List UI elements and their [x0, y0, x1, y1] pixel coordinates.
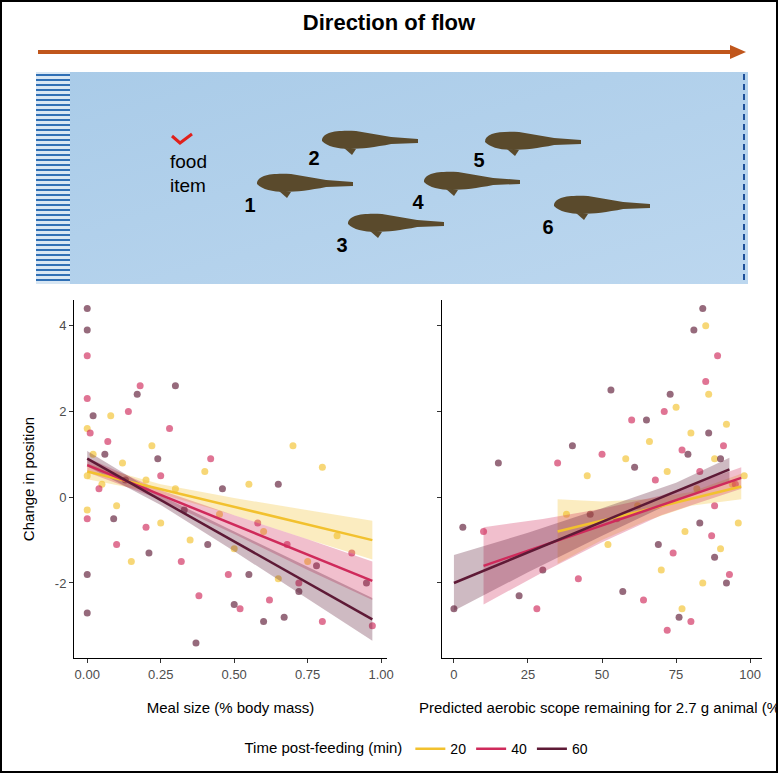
svg-text:6: 6	[542, 216, 553, 238]
svg-text:20: 20	[450, 741, 466, 757]
svg-text:Time post-feeding (min): Time post-feeding (min)	[245, 739, 403, 756]
svg-text:5: 5	[473, 149, 484, 171]
svg-text:food: food	[170, 151, 207, 172]
svg-text:75: 75	[669, 667, 683, 682]
svg-text:1: 1	[244, 194, 255, 216]
svg-text:1.00: 1.00	[369, 667, 394, 682]
svg-text:Meal size (% body mass): Meal size (% body mass)	[147, 699, 315, 716]
svg-text:4: 4	[412, 191, 424, 213]
svg-text:item: item	[170, 175, 206, 196]
svg-text:0.75: 0.75	[295, 667, 320, 682]
svg-text:Direction of flow: Direction of flow	[303, 10, 476, 35]
svg-text:0: 0	[59, 490, 66, 505]
svg-text:40: 40	[511, 741, 527, 757]
svg-text:Change in position: Change in position	[20, 417, 37, 541]
svg-text:50: 50	[595, 667, 609, 682]
svg-text:0.50: 0.50	[222, 667, 247, 682]
svg-text:2: 2	[308, 147, 319, 169]
svg-text:2: 2	[59, 404, 66, 419]
svg-text:0.00: 0.00	[75, 667, 100, 682]
svg-text:-2: -2	[55, 576, 67, 591]
svg-text:Predicted aerobic scope remain: Predicted aerobic scope remaining for 2.…	[419, 699, 776, 716]
svg-text:60: 60	[572, 741, 588, 757]
svg-text:0.25: 0.25	[148, 667, 173, 682]
svg-text:100: 100	[739, 667, 761, 682]
svg-text:3: 3	[336, 234, 347, 256]
svg-text:0: 0	[450, 667, 457, 682]
svg-text:4: 4	[59, 318, 66, 333]
svg-text:25: 25	[521, 667, 535, 682]
